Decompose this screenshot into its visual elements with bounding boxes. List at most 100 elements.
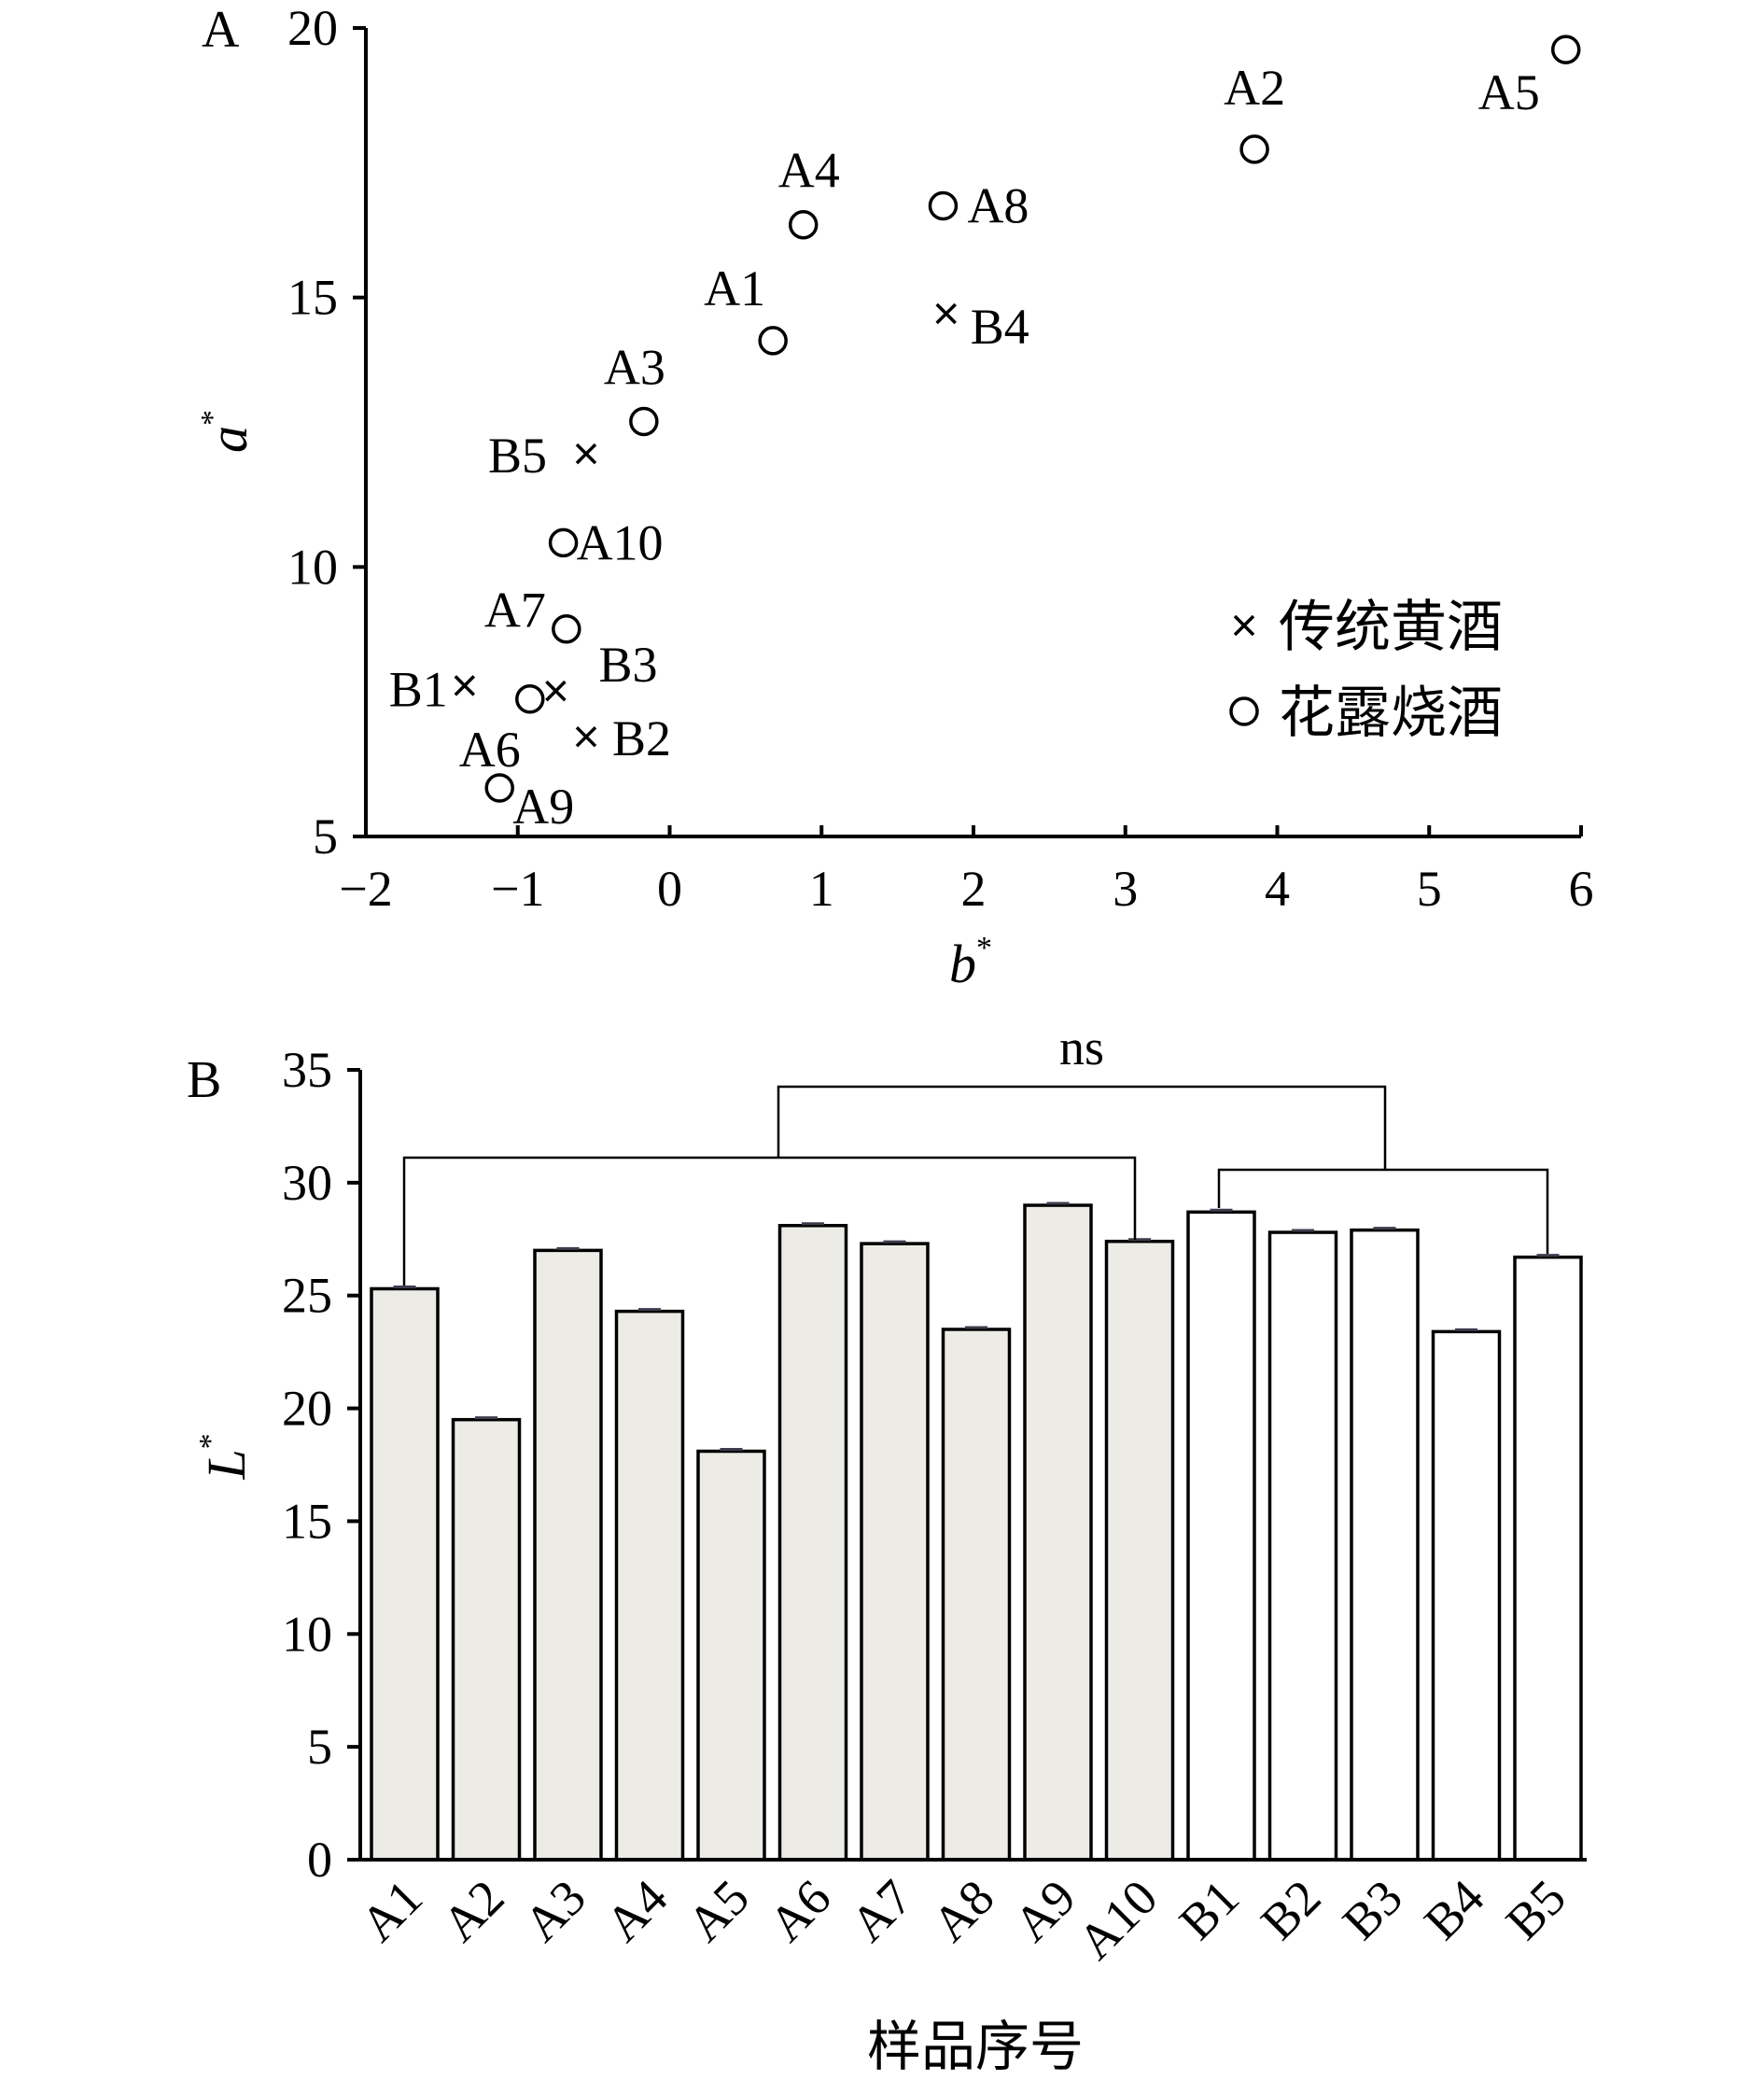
bar-y-tick-label: 5 xyxy=(307,1719,332,1775)
scatter-point-b3 xyxy=(545,680,567,702)
bar-x-tick-label: A6 xyxy=(758,1869,841,1952)
scatter-point-label: B3 xyxy=(598,637,657,693)
scatter-x-tick-label: 5 xyxy=(1417,861,1442,917)
panel-b-label: B xyxy=(187,1051,221,1109)
bar-y-tick-label: 35 xyxy=(282,1042,332,1098)
scatter-x-axis-title: b* xyxy=(949,931,992,994)
bar-y-tick-label: 25 xyxy=(282,1268,332,1324)
scatter-point-label: B5 xyxy=(488,428,547,484)
bar-a9 xyxy=(1023,1203,1093,1862)
scatter-x-tick-label: −1 xyxy=(491,861,544,917)
bar-x-tick-label: B4 xyxy=(1413,1869,1494,1950)
scatter-y-axis-title: a* xyxy=(195,410,259,453)
bar-b5 xyxy=(1513,1255,1583,1862)
scatter-point-b1 xyxy=(454,675,476,696)
bar-b3 xyxy=(1350,1228,1420,1862)
bar-a5 xyxy=(696,1449,766,1862)
scatter-point-a6 xyxy=(515,684,545,714)
bar-y-tick-label: 15 xyxy=(282,1493,332,1549)
bar-y-axis-title: L* xyxy=(193,1433,257,1480)
scatter-point-label: B2 xyxy=(612,710,671,766)
scatter-y-tick-label: 5 xyxy=(313,808,338,864)
scatter-point-a3 xyxy=(629,406,659,437)
panel-a-label: A xyxy=(202,1,240,59)
scatter-x-tick-label: −2 xyxy=(339,861,392,917)
bar-y-tick-label: 10 xyxy=(282,1606,332,1662)
scatter-point-label: A8 xyxy=(967,178,1029,234)
bar-x-tick-label: B2 xyxy=(1250,1869,1331,1950)
legend-label-traditional: 传统黄酒 xyxy=(1279,595,1503,660)
bar-y-ticks: 0 5 10 15 20 25 30 35 xyxy=(282,1042,360,1888)
scatter-x-tick-label: 1 xyxy=(809,861,834,917)
scatter-point-a9 xyxy=(484,773,514,803)
scatter-x-tick-label: 2 xyxy=(961,861,987,917)
scatter-point-label: A3 xyxy=(604,339,665,395)
bar-x-tick-label: B5 xyxy=(1495,1869,1576,1950)
bar-y-tick-label: 20 xyxy=(282,1381,332,1437)
scatter-x-ticks: −2 −1 0 1 2 3 4 5 6 xyxy=(339,825,1594,917)
bar-x-tick-label: A3 xyxy=(513,1869,596,1952)
scatter-x-tick-label: 3 xyxy=(1113,861,1138,917)
scatter-point-a7 xyxy=(552,613,581,644)
bar-x-tick-label: A1 xyxy=(350,1869,433,1952)
bar-y-tick-label: 0 xyxy=(307,1832,332,1888)
scatter-y-tick-label: 15 xyxy=(287,270,338,326)
bar-x-axis-title: 样品序号 xyxy=(867,2015,1084,2078)
scatter-point-label: A10 xyxy=(577,514,664,570)
scatter-y-tick-label: 20 xyxy=(287,0,338,56)
bar-b1 xyxy=(1186,1210,1256,1862)
scatter-point-a1 xyxy=(758,326,788,356)
bar-x-tick-label: A2 xyxy=(431,1869,514,1952)
bar-x-tick-label: A4 xyxy=(595,1869,678,1952)
bar-a1 xyxy=(370,1286,440,1862)
scatter-point-label: A5 xyxy=(1478,64,1540,120)
scatter-point-label: A4 xyxy=(778,143,840,199)
bar-a3 xyxy=(533,1248,603,1862)
scatter-point-a10 xyxy=(548,527,579,558)
legend-marker-circle xyxy=(1229,696,1259,726)
scatter-point-a4 xyxy=(788,209,819,240)
legend-label-hualu: 花露烧酒 xyxy=(1279,681,1503,746)
bar-a4 xyxy=(614,1309,685,1862)
scatter-point-a2 xyxy=(1239,134,1269,164)
scatter-point-label: A2 xyxy=(1224,60,1285,116)
bar-b4 xyxy=(1431,1329,1502,1862)
bar-x-tick-label: A10 xyxy=(1067,1869,1168,1970)
scatter-point-a5 xyxy=(1550,35,1581,64)
panel-a-scatter: A −2 −1 0 1 2 3 4 5 6 5 10 15 20 B1 B2 B3 B4 B5 A1 A2 A3 A4… xyxy=(195,0,1594,994)
scatter-x-tick-label: 6 xyxy=(1569,861,1594,917)
bar-x-tick-label: B1 xyxy=(1169,1869,1250,1950)
scatter-point-label: A7 xyxy=(484,583,546,639)
bar-x-tick-label: B3 xyxy=(1332,1869,1413,1950)
scatter-point-label: A9 xyxy=(512,779,574,835)
bars xyxy=(370,1202,1583,1862)
scatter-legend: 传统黄酒 花露烧酒 xyxy=(1229,595,1503,746)
bar-a2 xyxy=(451,1417,522,1862)
legend-marker-x xyxy=(1233,614,1255,637)
significance-brackets: ns xyxy=(402,1019,1549,1286)
bracket-a-group xyxy=(402,1156,1137,1286)
scatter-x-tick-label: 4 xyxy=(1265,861,1290,917)
scatter-point-b2 xyxy=(575,725,597,748)
scatter-point-b5 xyxy=(575,443,597,465)
scatter-point-label: B4 xyxy=(971,299,1029,355)
bar-x-tick-label: A5 xyxy=(677,1869,760,1952)
bar-x-tick-label: A9 xyxy=(1003,1869,1086,1952)
scatter-point-b4 xyxy=(935,302,957,325)
bar-x-tick-label: A7 xyxy=(840,1869,923,1952)
bar-x-tick-label: A8 xyxy=(921,1869,1004,1952)
scatter-point-a8 xyxy=(928,190,959,221)
scatter-points: B1 B2 B3 B4 B5 A1 A2 A3 A4 A5 A6 A7 A8 A9 A10 xyxy=(389,35,1581,835)
scatter-y-tick-label: 10 xyxy=(287,539,338,595)
bar-a6 xyxy=(777,1224,848,1862)
bar-a10 xyxy=(1104,1239,1175,1862)
scatter-x-tick-label: 0 xyxy=(657,861,682,917)
bracket-top xyxy=(777,1085,1387,1170)
bar-b2 xyxy=(1267,1230,1338,1862)
scatter-y-ticks: 5 10 15 20 xyxy=(287,0,366,864)
bar-a8 xyxy=(941,1328,1012,1862)
bar-y-tick-label: 30 xyxy=(282,1155,332,1211)
